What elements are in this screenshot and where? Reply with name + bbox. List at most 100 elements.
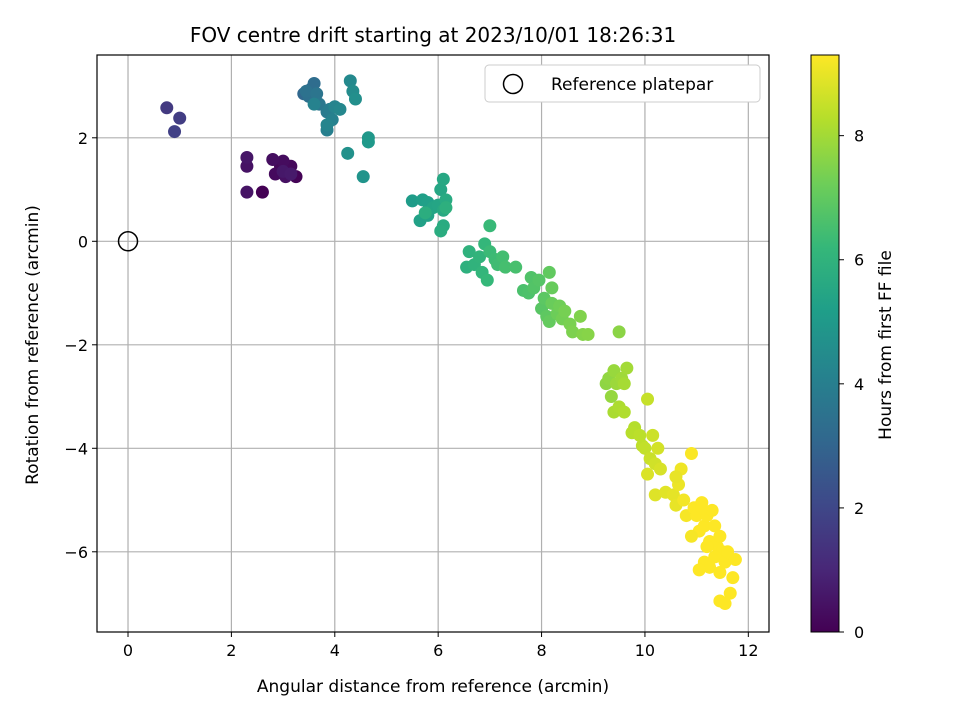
data-point xyxy=(633,428,647,442)
data-point xyxy=(436,172,450,186)
x-tick-label: 12 xyxy=(738,641,758,660)
data-point xyxy=(692,563,706,577)
data-point xyxy=(356,170,370,184)
legend-label: Reference platepar xyxy=(551,75,713,95)
data-point xyxy=(483,219,497,233)
data-point xyxy=(684,529,698,543)
data-points xyxy=(160,74,742,611)
reference-point-marker xyxy=(117,231,139,252)
x-tick-label: 10 xyxy=(635,641,655,660)
colorbar-tick-label: 4 xyxy=(854,375,864,394)
data-point xyxy=(566,325,580,339)
data-point xyxy=(496,250,510,264)
data-point xyxy=(307,97,321,111)
data-point xyxy=(620,361,634,375)
colorbar-tick-label: 0 xyxy=(854,623,864,642)
y-axis-label: Rotation from reference (arcmin) xyxy=(23,205,43,485)
y-tick-label: 2 xyxy=(78,129,88,148)
data-point xyxy=(284,167,298,181)
data-point xyxy=(612,325,626,339)
data-point xyxy=(473,250,487,264)
colorbar-tick-label: 2 xyxy=(854,499,864,518)
data-point xyxy=(405,194,419,208)
x-tick-label: 4 xyxy=(330,641,340,660)
data-point xyxy=(173,111,187,125)
data-point xyxy=(434,183,448,197)
data-point xyxy=(276,154,290,168)
data-point xyxy=(545,281,559,295)
colorbar-tick-label: 6 xyxy=(854,251,864,270)
axis-ticks: 0 2 4 6 8 10 12 −6 −4 −2 0 2 xyxy=(64,129,758,660)
data-point xyxy=(439,201,453,215)
colorbar: 0 2 4 6 8 Hours from first FF file xyxy=(810,54,896,642)
data-point xyxy=(581,327,595,341)
data-point xyxy=(718,555,732,569)
data-point xyxy=(617,405,631,419)
data-point xyxy=(462,245,476,259)
colorbar-label: Hours from first FF file xyxy=(876,250,896,440)
grid xyxy=(97,55,769,632)
data-point xyxy=(573,309,587,323)
data-point xyxy=(695,501,709,515)
data-point xyxy=(641,392,655,406)
x-tick-label: 0 xyxy=(123,641,133,660)
x-axis-label: Angular distance from reference (arcmin) xyxy=(257,677,609,697)
legend-marker-icon xyxy=(502,73,524,95)
data-point xyxy=(498,260,512,274)
data-point xyxy=(299,84,313,98)
data-point xyxy=(480,273,494,287)
data-point xyxy=(240,185,254,199)
data-point xyxy=(708,550,722,564)
legend-box xyxy=(484,64,761,103)
data-point xyxy=(341,146,355,160)
data-point xyxy=(713,565,727,579)
data-point xyxy=(703,560,717,574)
data-point xyxy=(713,529,727,543)
data-point xyxy=(255,185,269,199)
y-tick-label: −6 xyxy=(64,543,88,562)
data-point xyxy=(697,519,711,533)
data-point xyxy=(240,150,254,164)
colorbar-fill xyxy=(811,55,839,632)
data-point xyxy=(532,273,546,287)
data-point xyxy=(558,304,572,318)
data-point xyxy=(726,571,740,585)
data-point xyxy=(310,87,324,101)
data-point xyxy=(542,265,556,279)
data-point xyxy=(718,597,732,611)
data-point xyxy=(648,488,662,502)
y-tick-label: −4 xyxy=(64,439,88,458)
data-point xyxy=(728,553,742,567)
x-tick-label: 8 xyxy=(536,641,546,660)
data-point xyxy=(160,101,174,115)
legend: Reference platepar xyxy=(484,64,761,103)
plot-frame xyxy=(96,54,770,633)
y-tick-label: 0 xyxy=(78,232,88,251)
data-point xyxy=(669,470,683,484)
data-point xyxy=(638,441,652,455)
data-point xyxy=(509,260,523,274)
data-point xyxy=(641,467,655,481)
x-tick-label: 6 xyxy=(433,641,443,660)
chart-title: FOV centre drift starting at 2023/10/01 … xyxy=(190,23,676,47)
data-point xyxy=(708,519,722,533)
data-point xyxy=(705,503,719,517)
data-point xyxy=(666,488,680,502)
data-point xyxy=(168,125,182,139)
data-point xyxy=(617,377,631,391)
data-point xyxy=(723,586,737,600)
y-tick-label: −2 xyxy=(64,336,88,355)
data-point xyxy=(604,390,618,404)
data-point xyxy=(434,224,448,238)
data-point xyxy=(320,118,334,132)
data-point xyxy=(343,74,357,88)
data-point xyxy=(651,441,665,455)
data-point xyxy=(684,446,698,460)
data-point xyxy=(700,540,714,554)
data-point xyxy=(333,102,347,116)
data-point xyxy=(348,92,362,106)
data-point xyxy=(418,206,432,220)
x-tick-label: 2 xyxy=(226,641,236,660)
colorbar-tick-label: 8 xyxy=(854,127,864,146)
